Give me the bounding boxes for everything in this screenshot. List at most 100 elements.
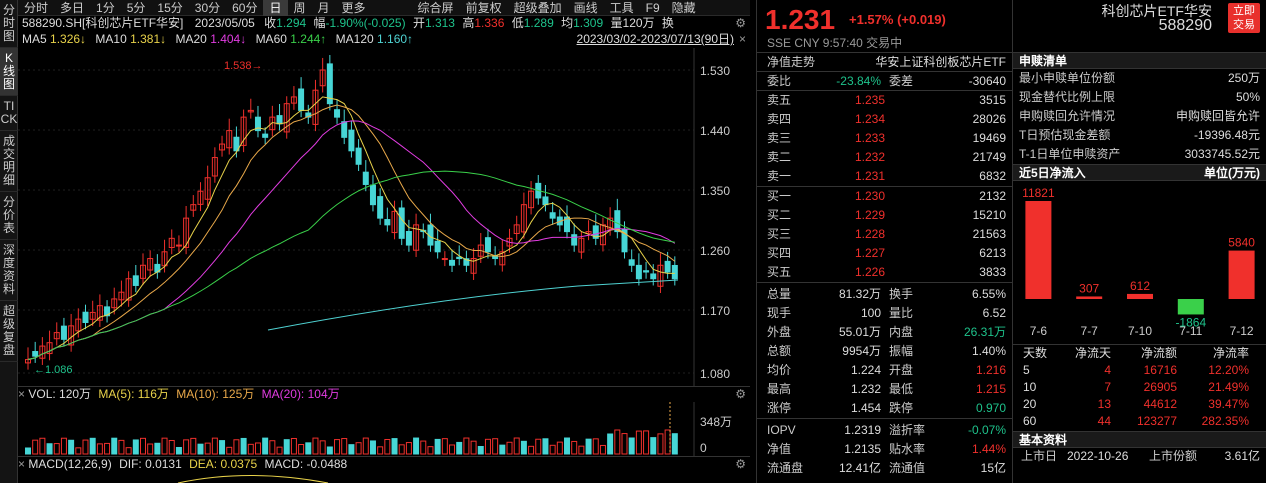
candle-body: [125, 278, 132, 301]
stat-row: 总额 9954万 振幅 1.40%: [757, 342, 1012, 361]
tool-tools[interactable]: 工具: [609, 0, 634, 15]
tab-super-review[interactable]: 超级复盘: [0, 301, 18, 362]
stat-value: 1.216: [975, 363, 1006, 377]
order-row[interactable]: 买二 1.229 15210: [767, 208, 1006, 222]
gear-icon[interactable]: ⚙: [735, 387, 746, 401]
stat-value: 1.224: [850, 363, 881, 377]
order-row[interactable]: 卖二 1.232 21749: [767, 150, 1006, 164]
order-row[interactable]: 卖四 1.234 28026: [767, 112, 1006, 126]
ma5-value: 1.326↓: [50, 32, 87, 46]
tab-price-table[interactable]: 分价表: [0, 192, 18, 240]
period-60min[interactable]: 60分: [232, 0, 258, 15]
market-status: SSE CNY 9:57:40 交易中: [767, 36, 903, 50]
redeem-row: T-1日单位申赎资产 3033745.52元: [1013, 145, 1266, 164]
fund-code: 588290: [1158, 17, 1212, 34]
volume-bar: [319, 440, 326, 455]
stat-row: 涨停 1.454 跌停 0.970: [757, 399, 1012, 418]
tool-f9[interactable]: F9: [645, 0, 660, 15]
ma5-label: MA5: [22, 32, 47, 46]
macd-legend-row: × MACD(12,26,9) DIF: 0.0131 DEA: 0.0375 …: [18, 456, 750, 472]
candle-body: [60, 325, 67, 340]
volume-bar: [362, 437, 369, 455]
kline-chart[interactable]: 1.530 1.440 1.350 1.260 1.170 1.080 1.53…: [18, 48, 750, 386]
flow-bar: [1076, 296, 1103, 299]
tool-super-overlay[interactable]: 超级叠加: [513, 0, 562, 15]
volume-bar: [334, 439, 341, 455]
candle-body: [564, 216, 571, 233]
volume-bar: [298, 444, 305, 455]
volume-bar: [276, 446, 283, 455]
volume-chart[interactable]: 348万 0: [18, 402, 750, 456]
period-month[interactable]: 月: [317, 0, 330, 15]
volume-bar: [269, 440, 276, 455]
period-more[interactable]: 更多: [341, 0, 366, 15]
order-row[interactable]: 卖五 1.235 3515: [767, 93, 1006, 107]
volume-bar: [197, 443, 204, 455]
flow-bar: [1177, 299, 1204, 315]
order-row[interactable]: 买四 1.227 6213: [767, 246, 1006, 260]
candle-body: [82, 311, 89, 324]
tool-composite[interactable]: 综合屏: [417, 0, 454, 15]
redeem-key: 最小申赎单位份额: [1019, 71, 1116, 85]
candle-body: [635, 264, 642, 280]
volume-bar: [68, 439, 75, 455]
volume-bar: [211, 437, 218, 455]
candle-body: [197, 190, 204, 205]
period-15min[interactable]: 15分: [157, 0, 183, 15]
candle-body: [528, 190, 535, 209]
period-day[interactable]: 日: [263, 0, 288, 16]
stat-row: 流通盘 12.41亿 流通值 15亿: [757, 459, 1012, 478]
stat-value: 12.41亿: [838, 461, 881, 475]
tool-hide[interactable]: 隐藏: [671, 0, 696, 15]
order-row[interactable]: 卖一 1.231 6832: [767, 169, 1006, 183]
candle-body: [592, 225, 599, 239]
ma120-label: MA120: [335, 32, 374, 46]
period-5min[interactable]: 5分: [126, 0, 146, 15]
volume-bar: [585, 438, 592, 455]
period-1min[interactable]: 1分: [96, 0, 115, 15]
candle-body: [348, 129, 355, 152]
flow-data-label: 11821: [1022, 186, 1055, 200]
order-row[interactable]: 买一 1.230 2132: [767, 189, 1006, 203]
order-row[interactable]: 卖三 1.233 19469: [767, 131, 1006, 145]
flow-category-label: 7-12: [1230, 324, 1254, 338]
tab-tick[interactable]: TICK: [0, 96, 18, 131]
close-icon[interactable]: ×: [18, 457, 26, 471]
date-range[interactable]: 2023/03/02-2023/07/13(90日): [576, 32, 734, 46]
volume-bar: [219, 440, 226, 455]
avg-value: 1.309: [573, 16, 604, 30]
close-icon[interactable]: ×: [18, 387, 26, 401]
macd-chart: [177, 475, 329, 483]
tab-kline[interactable]: K线图: [0, 48, 18, 96]
volume-bar: [32, 439, 39, 455]
nav-row[interactable]: 净值走势 华安上证科创板芯片ETF: [757, 52, 1012, 71]
volume-bar: [348, 444, 355, 455]
stat-label: 总量: [767, 287, 792, 301]
tab-fenshi[interactable]: 分时图: [0, 0, 18, 48]
volume-bar: [147, 443, 154, 455]
period-multiday[interactable]: 多日: [60, 0, 85, 15]
tool-forward-adjust[interactable]: 前复权: [465, 0, 502, 15]
candle-body: [319, 69, 326, 87]
high-marker: 1.538→: [224, 60, 263, 72]
low-value: 1.289: [523, 16, 554, 30]
macd-value: MACD: -0.0488: [264, 457, 348, 471]
tab-trade-detail[interactable]: 成交明细: [0, 131, 18, 192]
order-row[interactable]: 买五 1.226 3833: [767, 265, 1006, 279]
period-week[interactable]: 周: [293, 0, 306, 15]
order-row[interactable]: 买三 1.228 21563: [767, 227, 1006, 241]
period-30min[interactable]: 30分: [194, 0, 221, 15]
close-icon[interactable]: ×: [738, 32, 746, 46]
candle-body: [219, 143, 226, 151]
period-fenshi[interactable]: 分时: [24, 0, 49, 15]
gear-icon[interactable]: ⚙: [735, 457, 746, 471]
candle-body: [643, 270, 650, 273]
candle-body: [89, 311, 96, 320]
candle-body: [290, 96, 297, 104]
trade-now-button[interactable]: 立即 交易: [1228, 3, 1260, 33]
gear-icon[interactable]: ⚙: [735, 16, 746, 30]
table-row: 20 13 44612 39.47%: [1023, 397, 1249, 411]
macd-dea: DEA: 0.0375: [189, 457, 258, 471]
tab-depth-info[interactable]: 深度资料: [0, 240, 18, 301]
tool-draw-line[interactable]: 画线: [573, 0, 598, 15]
